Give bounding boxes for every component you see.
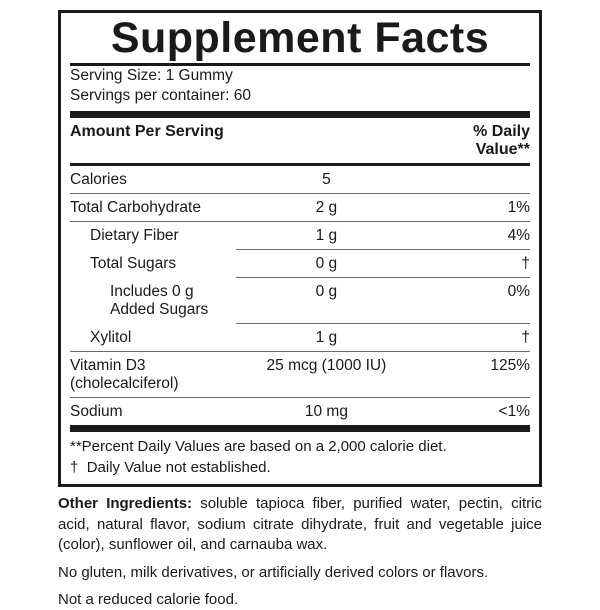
- supplement-facts-label: Supplement Facts Serving Size: 1 Gummy S…: [58, 10, 542, 610]
- nutrient-daily-value: 1%: [507, 198, 530, 216]
- footnotes: **Percent Daily Values are based on a 2,…: [70, 432, 530, 484]
- nutrient-rows-table: Calories 5 Total Carbohydrate 2 g 1% Dietary …: [70, 166, 530, 425]
- nutrient-rows-body: Calories 5 Total Carbohydrate 2 g 1% Dietary …: [70, 166, 530, 425]
- row-separator-line: [70, 221, 530, 222]
- nutrient-amount: 10 mg: [304, 402, 348, 420]
- nutrient-daily-value: <1%: [498, 402, 530, 420]
- nutrient-name: Calories: [70, 170, 127, 188]
- dagger-symbol: †: [70, 458, 79, 476]
- row-separator-line: [70, 351, 530, 352]
- servings-per-container-text: Servings per container: 60: [70, 87, 251, 105]
- nutrient-name: Vitamin D3 (cholecalciferol): [70, 356, 179, 392]
- table-row: Sodium 10 mg <1%: [70, 398, 530, 426]
- row-separator-line: [236, 249, 530, 250]
- nutrient-amount: 25 mcg (1000 IU): [266, 356, 387, 374]
- column-header-amount-per-serving: Amount Per Serving: [70, 122, 224, 140]
- nutrient-amount: 1 g: [315, 226, 338, 244]
- calorie-note: Not a reduced calorie food.: [58, 591, 239, 609]
- nutrition-table-body: Amount Per Serving % Daily Value**: [70, 118, 530, 167]
- table-row: Xylitol 1 g †: [70, 324, 530, 352]
- footnote-dagger: † Daily Value not established.: [70, 458, 530, 479]
- nutrient-daily-value: 0%: [507, 282, 530, 300]
- serving-divider: [70, 111, 530, 119]
- row-separator-line: [70, 193, 530, 194]
- nutrient-name: Total Sugars: [90, 254, 177, 272]
- footnote-dagger-text: Daily Value not established.: [86, 458, 271, 476]
- nutrient-daily-value: 4%: [507, 226, 530, 244]
- nutrient-daily-value: †: [521, 328, 530, 346]
- row-separator: [70, 397, 530, 398]
- nutrient-amount: 5: [322, 170, 331, 188]
- nutrient-amount: 0 g: [315, 282, 338, 300]
- row-separator: [70, 193, 530, 194]
- other-ingredients-list: soluble tapioca fiber, purified water, p…: [58, 495, 542, 554]
- nutrient-daily-value: 125%: [490, 356, 530, 374]
- page-title: Supplement Facts: [110, 14, 490, 62]
- nutrient-name: Xylitol: [90, 328, 132, 346]
- footnote-percent-daily-value: **Percent Daily Values are based on a 2,…: [70, 438, 447, 456]
- title-divider: [70, 62, 530, 66]
- column-header-daily-value: % Daily Value**: [473, 122, 530, 158]
- header-rule: [70, 163, 530, 167]
- footnote-divider: [70, 425, 530, 433]
- serving-size-text: Serving Size: 1 Gummy: [70, 66, 233, 84]
- row-separator-line: [236, 277, 530, 278]
- row-separator-header: [70, 163, 530, 167]
- nutrient-daily-value: †: [521, 254, 530, 272]
- nutrient-name: Dietary Fiber: [90, 226, 179, 244]
- serving-info: Serving Size: 1 Gummy Servings per conta…: [70, 66, 530, 111]
- nutrition-table: Amount Per Serving % Daily Value**: [70, 118, 530, 167]
- row-separator: [70, 323, 530, 324]
- row-separator: [70, 249, 530, 250]
- row-separator: [70, 277, 530, 278]
- table-row: Total Carbohydrate 2 g 1%: [70, 194, 530, 222]
- allergen-note: No gluten, milk derivatives, or artifici…: [58, 563, 489, 581]
- column-header-spacer: [338, 118, 456, 163]
- nutrient-daily-value: [417, 166, 530, 193]
- other-ingredients-paragraph: Other Ingredients: soluble tapioca fiber…: [58, 494, 542, 555]
- nutrient-name: Sodium: [70, 402, 123, 420]
- row-separator: [70, 351, 530, 352]
- table-row: Dietary Fiber 1 g 4%: [70, 222, 530, 250]
- row-separator: [70, 221, 530, 222]
- nutrient-name: Includes 0 g Added Sugars: [110, 282, 209, 318]
- table-header-row: Amount Per Serving % Daily Value**: [70, 118, 530, 163]
- nutrient-name: Total Carbohydrate: [70, 198, 201, 216]
- other-ingredients-block: Other Ingredients: soluble tapioca fiber…: [58, 487, 542, 610]
- row-separator-line: [70, 397, 530, 398]
- row-separator-line: [236, 323, 530, 324]
- nutrient-amount: 2 g: [315, 198, 338, 216]
- nutrient-amount: 0 g: [315, 254, 338, 272]
- table-row: Total Sugars 0 g †: [70, 250, 530, 278]
- other-ingredients-label: Other Ingredients:: [58, 495, 193, 513]
- table-row: Calories 5: [70, 166, 530, 193]
- nutrient-amount: 1 g: [315, 328, 338, 346]
- supplement-facts-panel: Supplement Facts Serving Size: 1 Gummy S…: [58, 10, 542, 488]
- table-row: Includes 0 g Added Sugars 0 g 0%: [70, 278, 530, 324]
- table-row: Vitamin D3 (cholecalciferol) 25 mcg (1000…: [70, 352, 530, 398]
